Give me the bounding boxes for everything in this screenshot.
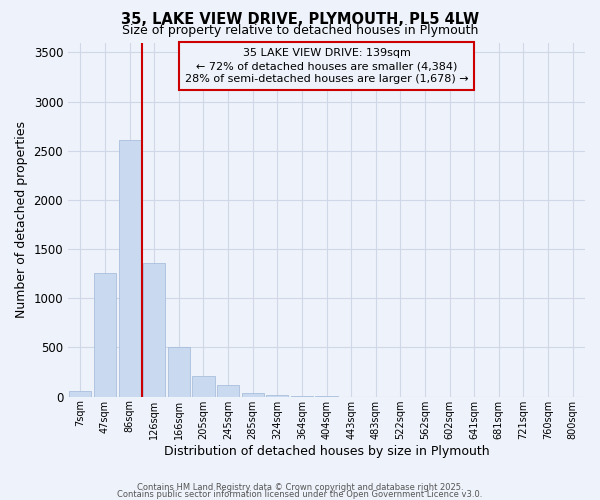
Bar (119, 140, 140, 396)
Bar (168, 348, 190, 397)
Bar (193, 376, 215, 396)
Text: 35, LAKE VIEW DRIVE, PLYMOUTH, PL5 4LW: 35, LAKE VIEW DRIVE, PLYMOUTH, PL5 4LW (121, 12, 479, 28)
Bar (242, 392, 264, 396)
Bar (266, 395, 289, 396)
Text: 35 LAKE VIEW DRIVE: 139sqm
← 72% of detached houses are smaller (4,384)
28% of s: 35 LAKE VIEW DRIVE: 139sqm ← 72% of deta… (185, 48, 469, 84)
X-axis label: Distribution of detached houses by size in Plymouth: Distribution of detached houses by size … (164, 444, 490, 458)
Bar (143, 264, 165, 396)
Bar (94, 273, 116, 396)
Text: Contains public sector information licensed under the Open Government Licence v3: Contains public sector information licen… (118, 490, 482, 499)
Bar (69, 392, 91, 396)
Text: Size of property relative to detached houses in Plymouth: Size of property relative to detached ho… (122, 24, 478, 37)
Text: Contains HM Land Registry data © Crown copyright and database right 2025.: Contains HM Land Registry data © Crown c… (137, 483, 463, 492)
Y-axis label: Number of detached properties: Number of detached properties (15, 121, 28, 318)
Bar (217, 386, 239, 396)
